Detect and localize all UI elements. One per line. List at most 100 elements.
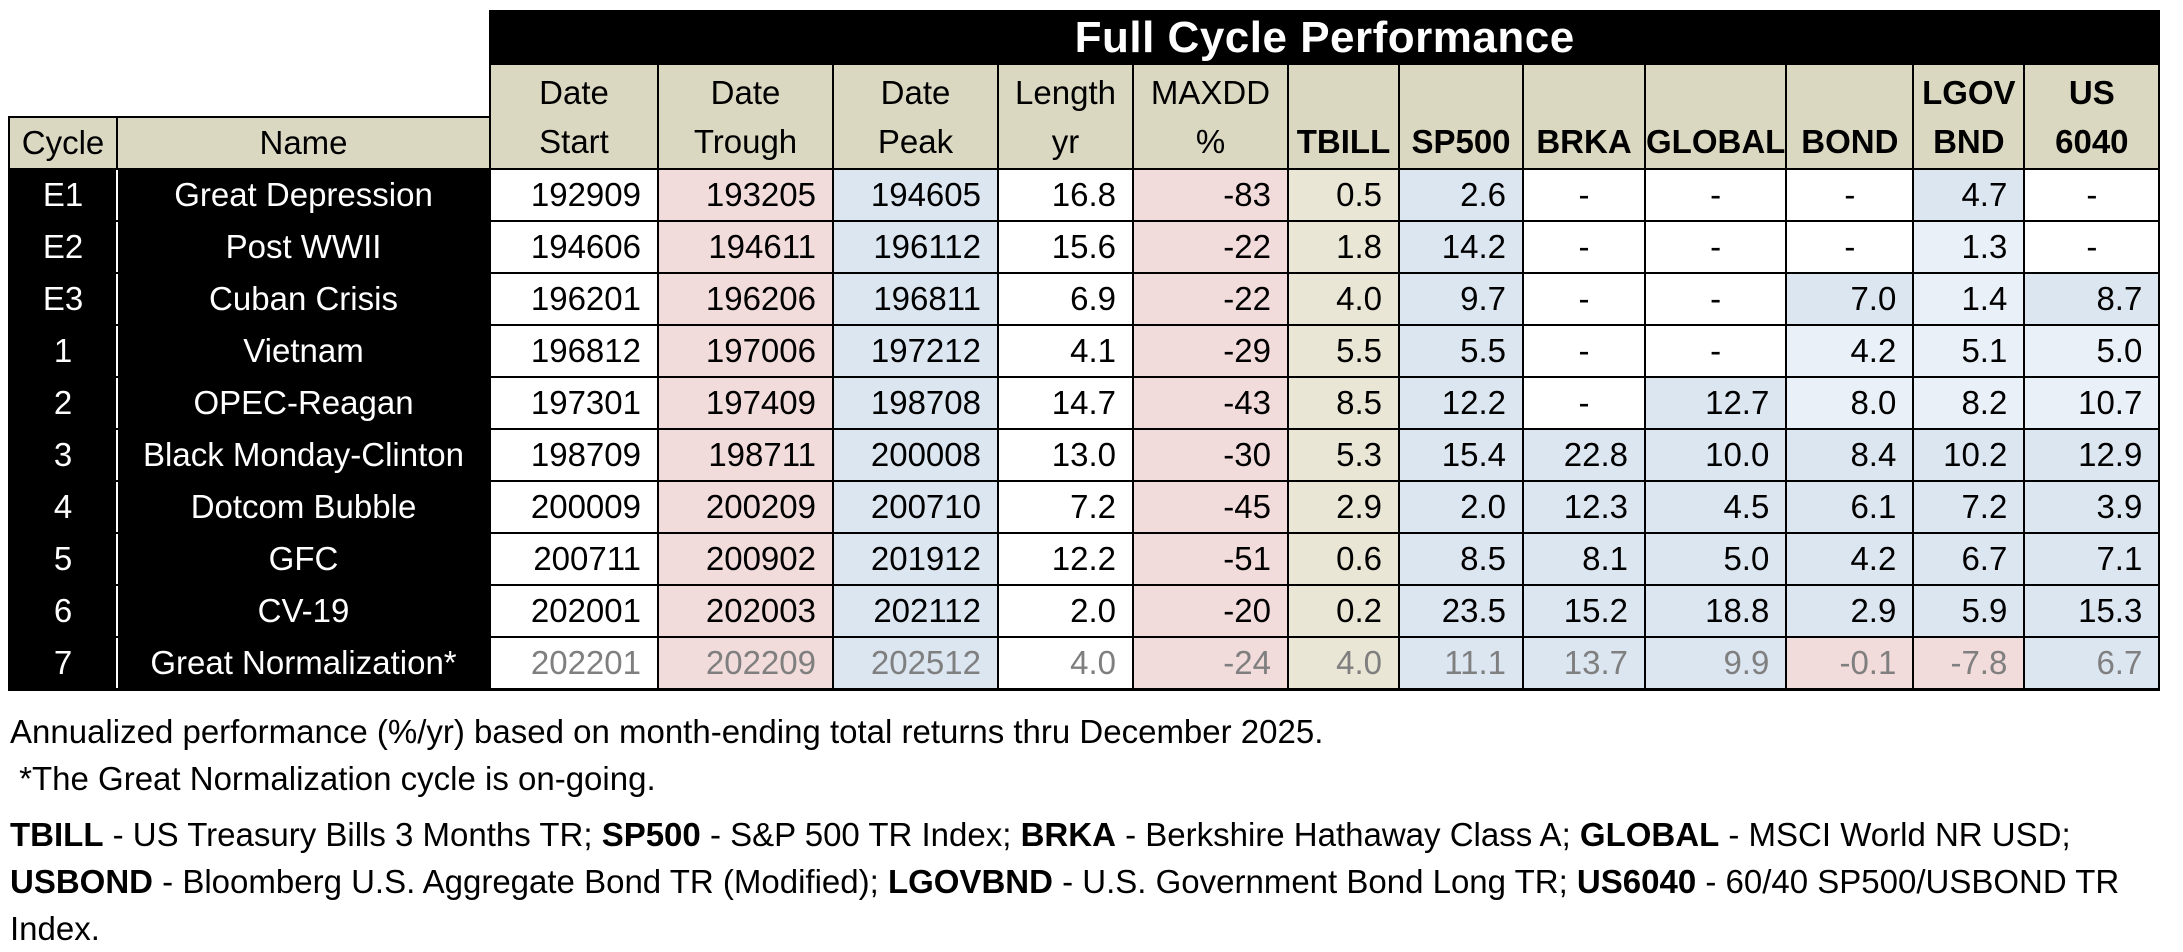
cell-length_yr: 12.2 bbox=[997, 532, 1134, 586]
cell-date_start: 196201 bbox=[489, 272, 659, 326]
cell-tbill: 1.8 bbox=[1287, 220, 1400, 274]
cell-us_6040: 15.3 bbox=[2023, 584, 2161, 638]
cell-lgov_bnd: 1.3 bbox=[1912, 220, 2026, 274]
header-line: BRKA bbox=[1536, 122, 1632, 160]
header-line: GLOBAL bbox=[1646, 122, 1786, 160]
cell-date_start: 200711 bbox=[489, 532, 659, 586]
cell-date_peak: 200710 bbox=[832, 480, 999, 534]
footnote-text: *The Great Normalization cycle is on-goi… bbox=[10, 760, 656, 797]
footnote-line: USBOND - Bloomberg U.S. Aggregate Bond T… bbox=[10, 858, 2180, 952]
cell-us_6040: 10.7 bbox=[2023, 376, 2161, 430]
full-cycle-performance-table: Full Cycle Performance Date Start Date Tro… bbox=[8, 10, 2161, 691]
cell-date_trough: 202209 bbox=[657, 636, 834, 691]
cell-length_yr: 7.2 bbox=[997, 480, 1134, 534]
cell-date_trough: 196206 bbox=[657, 272, 834, 326]
cell-cycle: 7 bbox=[8, 636, 118, 691]
col-header-lgovbnd: LGOV BND bbox=[1912, 63, 2026, 170]
table-body: E1 Great Depression 192909 193205 194605 16.8… bbox=[8, 168, 2161, 691]
cell-maxdd_pct: -30 bbox=[1132, 428, 1289, 482]
cell-lgov_bnd: 10.2 bbox=[1912, 428, 2026, 482]
cell-global: 9.9 bbox=[1643, 636, 1788, 691]
table-row: 3 Black Monday-Clinton 198709 198711 200008 1… bbox=[8, 428, 2161, 482]
col-header-date-trough: Date Trough bbox=[657, 63, 834, 170]
col-header-sp500: SP500 bbox=[1398, 63, 1524, 170]
col-header-maxdd: MAXDD% bbox=[1132, 63, 1289, 170]
cell-us_6040: 3.9 bbox=[2023, 480, 2161, 534]
cell-lgov_bnd: -7.8 bbox=[1912, 636, 2026, 691]
cell-global: - bbox=[1643, 324, 1788, 378]
cell-us_6040: 8.7 bbox=[2023, 272, 2161, 326]
cell-name: Black Monday-Clinton bbox=[116, 428, 491, 482]
cell-lgov_bnd: 7.2 bbox=[1912, 480, 2026, 534]
cell-date_start: 200009 bbox=[489, 480, 659, 534]
cell-brka: 22.8 bbox=[1522, 428, 1646, 482]
header-line: 6040 bbox=[2055, 122, 2129, 160]
table-row: E3 Cuban Crisis 196201 196206 196811 6.9 -22 4.… bbox=[8, 272, 2161, 326]
header-line: TBILL bbox=[1296, 122, 1391, 160]
cell-cycle: 5 bbox=[8, 532, 118, 586]
cell-name: CV-19 bbox=[116, 584, 491, 638]
header-line: Peak bbox=[877, 122, 954, 160]
header-line: Date bbox=[539, 73, 609, 111]
footnote-text: Annualized performance (%/yr) based on m… bbox=[10, 713, 1324, 750]
cell-brka: - bbox=[1522, 168, 1646, 222]
cell-date_peak: 202112 bbox=[832, 584, 999, 638]
cell-date_trough: 197006 bbox=[657, 324, 834, 378]
cell-lgov_bnd: 1.4 bbox=[1912, 272, 2026, 326]
cell-date_trough: 198711 bbox=[657, 428, 834, 482]
cell-bond: -0.1 bbox=[1785, 636, 1915, 691]
header-line: Start bbox=[539, 122, 609, 160]
cell-date_trough: 200209 bbox=[657, 480, 834, 534]
cell-sp500: 2.0 bbox=[1398, 480, 1524, 534]
cell-lgov_bnd: 5.9 bbox=[1912, 584, 2026, 638]
cell-length_yr: 6.9 bbox=[997, 272, 1134, 326]
cell-sp500: 15.4 bbox=[1398, 428, 1524, 482]
cell-global: - bbox=[1643, 272, 1788, 326]
cell-maxdd_pct: -22 bbox=[1132, 272, 1289, 326]
cell-date_start: 192909 bbox=[489, 168, 659, 222]
footnote-line: Annualized performance (%/yr) based on m… bbox=[10, 708, 2180, 755]
cell-cycle: 6 bbox=[8, 584, 118, 638]
cell-tbill: 2.9 bbox=[1287, 480, 1400, 534]
cell-cycle: 1 bbox=[8, 324, 118, 378]
cell-date_start: 197301 bbox=[489, 376, 659, 430]
cell-tbill: 0.5 bbox=[1287, 168, 1400, 222]
cell-brka: - bbox=[1522, 220, 1646, 274]
cell-cycle: E3 bbox=[8, 272, 118, 326]
footnote-text: - US Treasury Bills 3 Months TR; bbox=[103, 816, 602, 853]
cell-bond: 7.0 bbox=[1785, 272, 1915, 326]
cell-lgov_bnd: 8.2 bbox=[1912, 376, 2026, 430]
footnote-ticker: USBOND bbox=[10, 863, 154, 900]
cell-maxdd_pct: -51 bbox=[1132, 532, 1289, 586]
header-line: yr bbox=[1051, 122, 1080, 160]
cell-tbill: 4.0 bbox=[1287, 636, 1400, 691]
header-line: US bbox=[2068, 73, 2115, 111]
cell-date_start: 196812 bbox=[489, 324, 659, 378]
table-title: Full Cycle Performance bbox=[488, 10, 2161, 65]
footnote-text: - S&P 500 TR Index; bbox=[700, 816, 1021, 853]
footnote-ticker: BRKA bbox=[1020, 816, 1116, 853]
cell-date_peak: 201912 bbox=[832, 532, 999, 586]
cell-name: Cuban Crisis bbox=[116, 272, 491, 326]
col-header-global: GLOBAL bbox=[1643, 63, 1788, 170]
cell-us_6040: - bbox=[2023, 220, 2161, 274]
cell-cycle: 4 bbox=[8, 480, 118, 534]
cell-date_trough: 200902 bbox=[657, 532, 834, 586]
cell-bond: 6.1 bbox=[1785, 480, 1915, 534]
cell-brka: 12.3 bbox=[1522, 480, 1646, 534]
cell-sp500: 8.5 bbox=[1398, 532, 1524, 586]
cell-global: 12.7 bbox=[1643, 376, 1788, 430]
header-line: Length bbox=[1015, 73, 1116, 111]
blank-header-space bbox=[9, 64, 490, 117]
cell-cycle: E1 bbox=[8, 168, 118, 222]
cell-cycle: 3 bbox=[8, 428, 118, 482]
cell-us_6040: 12.9 bbox=[2023, 428, 2161, 482]
cell-brka: 8.1 bbox=[1522, 532, 1646, 586]
cell-us_6040: 7.1 bbox=[2023, 532, 2161, 586]
cell-name: GFC bbox=[116, 532, 491, 586]
cell-bond: 8.0 bbox=[1785, 376, 1915, 430]
cell-global: - bbox=[1643, 168, 1788, 222]
cell-global: 10.0 bbox=[1643, 428, 1788, 482]
page: { "chart_data": { "type": "table", "titl… bbox=[8, 10, 2180, 947]
cell-brka: 15.2 bbox=[1522, 584, 1646, 638]
